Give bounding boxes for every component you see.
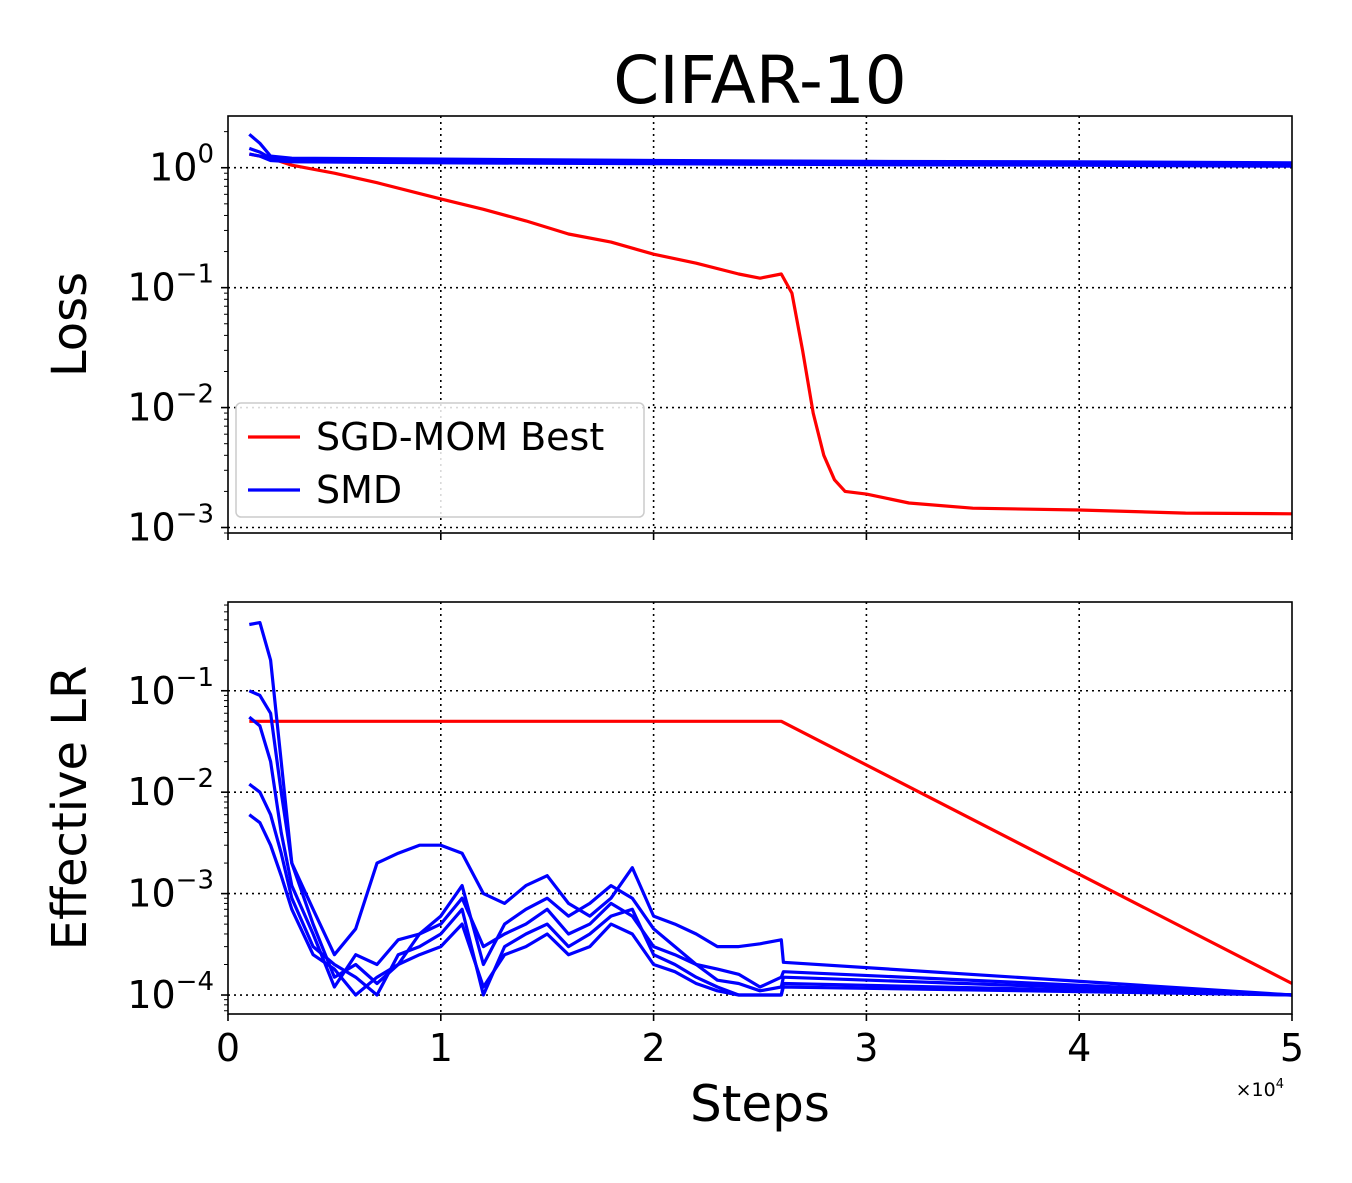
- series-line-smd: [248, 782, 1293, 997]
- series-line-smd: [249, 152, 1293, 168]
- x-multiplier-base: ×10: [1236, 1079, 1276, 1101]
- y-tick-label-base: 10: [127, 669, 175, 713]
- y-tick-label: 10−1: [127, 663, 214, 713]
- series-line-smd: [248, 689, 1293, 997]
- y-tick-label-exponent: −3: [176, 500, 214, 530]
- y-tick-label-exponent: −2: [176, 764, 214, 794]
- x-tick-label: 3: [854, 1026, 878, 1070]
- y-tick-label-base: 10: [127, 770, 175, 814]
- series-line-sgd-mom-best: [248, 152, 1293, 516]
- y-tick-label-base: 10: [127, 506, 175, 550]
- y-tick-label-exponent: 0: [197, 140, 214, 170]
- y-tick-label-exponent: −1: [176, 663, 214, 693]
- y-axis-label: Loss: [42, 272, 98, 377]
- y-tick-label-base: 10: [127, 973, 175, 1017]
- y-tick-label-exponent: −1: [176, 260, 214, 290]
- x-tick-label: 4: [1067, 1026, 1091, 1070]
- series-line-sgd-mom-best: [249, 719, 1293, 985]
- legend-label-smd: SMD: [316, 468, 402, 512]
- x-tick-label: 0: [216, 1026, 240, 1070]
- x-axis-multiplier: ×104: [1236, 1077, 1284, 1101]
- y-tick-label-base: 10: [149, 146, 197, 190]
- series-line-smd: [248, 146, 1293, 166]
- y-axis-label: Effective LR: [42, 666, 98, 951]
- y-tick-label-base: 10: [127, 266, 175, 310]
- y-tick-label: 10−2: [127, 380, 214, 430]
- x-tick-label: 2: [642, 1026, 666, 1070]
- y-tick-label-base: 10: [127, 872, 175, 916]
- x-tick-label: 5: [1280, 1026, 1304, 1070]
- series-line-smd: [248, 715, 1293, 997]
- series-line-smd: [249, 620, 1293, 997]
- plot-frame: [227, 601, 1293, 1015]
- y-tick-label: 10−3: [127, 500, 214, 550]
- y-tick-label-base: 10: [127, 386, 175, 430]
- y-tick-label: 10−1: [127, 260, 214, 310]
- y-tick-label: 100: [149, 140, 214, 190]
- y-tick-label-exponent: −3: [176, 866, 214, 896]
- y-tick-label: 10−2: [127, 764, 214, 814]
- x-multiplier-exponent: 4: [1276, 1077, 1284, 1092]
- legend-label-sgd-mom-best: SGD-MOM Best: [316, 415, 604, 459]
- series-line-smd: [248, 813, 1293, 997]
- y-tick-label: 10−4: [127, 967, 214, 1017]
- plot-frame: [227, 115, 1293, 534]
- y-tick-label-exponent: −2: [176, 380, 214, 410]
- x-axis-label: Steps: [690, 1075, 830, 1133]
- legend: SGD-MOM Best SMD: [235, 402, 645, 518]
- y-tick-label: 10−3: [127, 866, 214, 916]
- chart-title: CIFAR-10: [613, 42, 907, 119]
- x-tick-label: 1: [429, 1026, 453, 1070]
- y-tick-label-exponent: −4: [176, 967, 214, 997]
- legend-box: [235, 402, 645, 518]
